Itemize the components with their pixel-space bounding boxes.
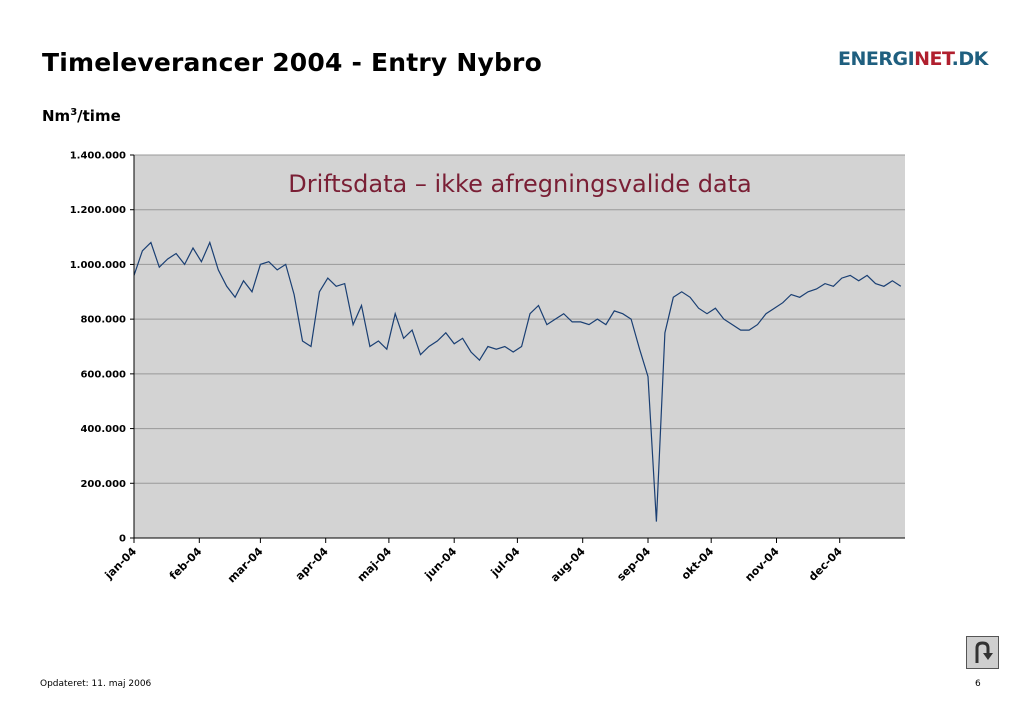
footer-updated: Opdateret: 11. maj 2006 — [40, 679, 152, 689]
y-tick-label: 1.200.000 — [70, 205, 126, 216]
unit-superscript: 3 — [70, 107, 78, 118]
x-tick-label: jun-04 — [422, 545, 460, 583]
logo-part-1: ENERGI — [838, 48, 915, 70]
y-tick-label: 800.000 — [80, 315, 126, 326]
x-tick-label: aug-04 — [548, 545, 588, 585]
y-tick-label: 200.000 — [80, 479, 126, 490]
x-tick-label: sep-04 — [614, 545, 653, 584]
unit-prefix: Nm — [42, 107, 71, 125]
x-tick-label: okt-04 — [679, 545, 717, 583]
y-axis-ticks: 0 200.000 400.000 600.000 800.000 1.000.000 1.… — [70, 151, 134, 545]
logo-part-3: .DK — [951, 48, 989, 70]
x-tick-label: apr-04 — [293, 545, 331, 583]
y-tick-label: 1.000.000 — [70, 260, 126, 271]
chart-annotation: Driftsdata – ikke afregningsvalide data — [288, 170, 752, 198]
y-tick-label: 0 — [119, 534, 126, 545]
u-turn-arrow-icon — [975, 641, 993, 663]
page-number: 6 — [975, 679, 981, 689]
y-tick-label: 1.400.000 — [70, 151, 126, 162]
x-tick-label: feb-04 — [167, 545, 205, 583]
x-tick-label: jul-04 — [488, 545, 523, 580]
page-title: Timeleverancer 2004 - Entry Nybro — [42, 48, 542, 77]
grid-lines — [134, 154, 905, 484]
unit-label: Nm3/time — [42, 107, 121, 125]
plot-area — [134, 155, 905, 538]
logo-part-2: NET — [914, 48, 952, 70]
y-tick-label: 400.000 — [80, 424, 126, 435]
x-tick-label: dec-04 — [806, 545, 845, 584]
x-tick-label: mar-04 — [225, 545, 266, 586]
unit-suffix: /time — [77, 107, 121, 125]
energinet-logo: ENERGINET.DK — [838, 38, 988, 78]
logo-wordmark: ENERGINET.DK — [838, 48, 988, 70]
x-tick-label: jan-04 — [102, 545, 140, 583]
back-button[interactable] — [966, 636, 999, 669]
y-tick-label: 600.000 — [80, 369, 126, 380]
x-axis-ticks: jan-04 feb-04 mar-04 apr-04 maj-04 jun-04 jul-… — [102, 538, 845, 585]
x-tick-label: nov-04 — [742, 545, 781, 584]
x-tick-label: maj-04 — [355, 545, 395, 585]
series-line — [133, 240, 902, 522]
